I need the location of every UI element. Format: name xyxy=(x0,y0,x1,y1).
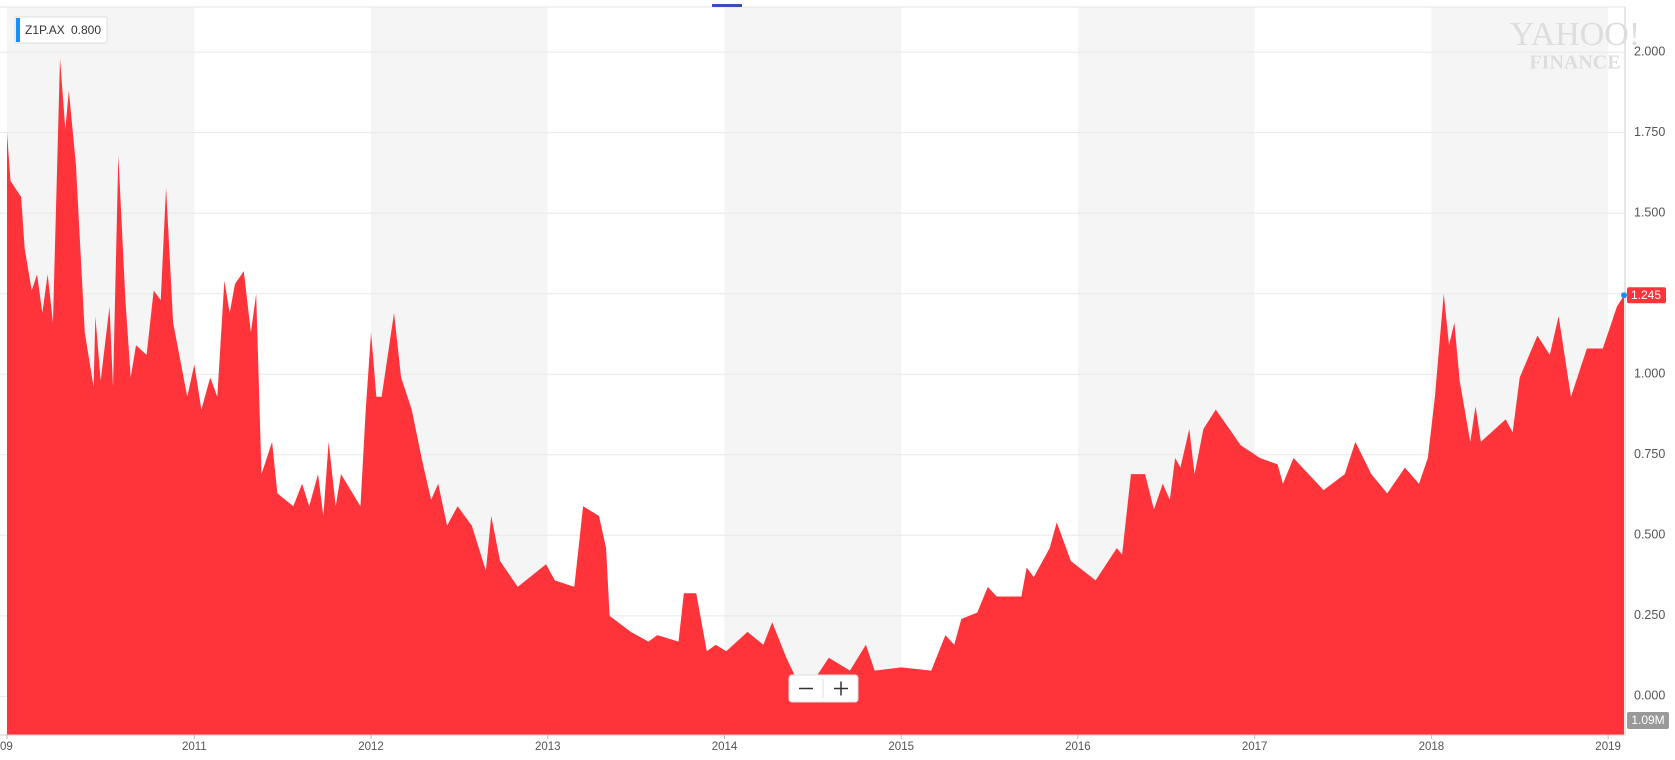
legend-symbol: Z1P.AX xyxy=(25,23,65,37)
range-indicator xyxy=(712,4,742,7)
legend-value: 0.800 xyxy=(71,23,101,37)
watermark-finance: FINANCE xyxy=(1529,52,1620,74)
x-tick-label: 2013 xyxy=(535,741,561,753)
volume-tag xyxy=(1627,712,1669,729)
zoom-control xyxy=(788,674,859,703)
y-tick-label: 0.750 xyxy=(1634,447,1665,461)
axis-labels: 0.0000.2500.5000.7501.0001.2501.5001.750… xyxy=(0,44,1669,753)
year-band xyxy=(724,7,902,735)
x-tick-label: 2019 xyxy=(1595,741,1621,753)
legend-swatch xyxy=(16,18,20,42)
last-price-dot xyxy=(1621,292,1627,299)
x-tick-label: 2014 xyxy=(712,741,738,753)
legend: Z1P.AX 0.800 xyxy=(14,16,108,44)
y-tick-label: 1.000 xyxy=(1634,367,1665,381)
last-price-tag xyxy=(1627,287,1666,304)
x-tick-label: 2012 xyxy=(358,741,384,753)
x-tick-label: 2016 xyxy=(1065,741,1091,753)
plot-area xyxy=(7,58,1624,736)
x-tick-label: 09 xyxy=(0,741,13,753)
y-tick-label: 0.500 xyxy=(1634,528,1665,542)
volume-label: 1.09M xyxy=(1631,713,1664,727)
price-area xyxy=(7,58,1624,736)
last-price-label: 1.245 xyxy=(1631,288,1661,302)
x-tick-label: 2017 xyxy=(1242,741,1268,753)
watermark-yahoo: YAHOO! xyxy=(1510,16,1640,53)
y-tick-label: 1.500 xyxy=(1634,205,1665,219)
x-tick-label: 2011 xyxy=(182,741,207,753)
y-tick-label: 0.250 xyxy=(1634,608,1665,622)
y-tick-label: 1.750 xyxy=(1634,125,1665,139)
x-tick-label: 2015 xyxy=(888,741,914,753)
legend-box xyxy=(14,16,108,44)
x-tick-label: 2018 xyxy=(1419,741,1445,753)
zoom-in[interactable] xyxy=(834,681,848,696)
y-tick-label: 2.000 xyxy=(1634,44,1665,58)
y-tick-label: 0.000 xyxy=(1634,689,1665,703)
